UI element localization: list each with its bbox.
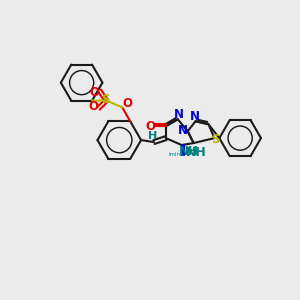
Text: imino: imino xyxy=(168,152,183,158)
Text: O: O xyxy=(89,86,100,99)
Text: O: O xyxy=(122,97,132,110)
Text: H: H xyxy=(148,131,158,141)
Text: S: S xyxy=(211,133,220,146)
Text: N: N xyxy=(174,108,184,121)
Text: N: N xyxy=(178,124,188,137)
Text: NH: NH xyxy=(179,146,199,158)
Text: S: S xyxy=(101,93,110,106)
Text: O: O xyxy=(88,100,98,113)
Text: O: O xyxy=(145,120,155,133)
Text: NH: NH xyxy=(186,146,206,160)
Text: N: N xyxy=(190,110,200,123)
